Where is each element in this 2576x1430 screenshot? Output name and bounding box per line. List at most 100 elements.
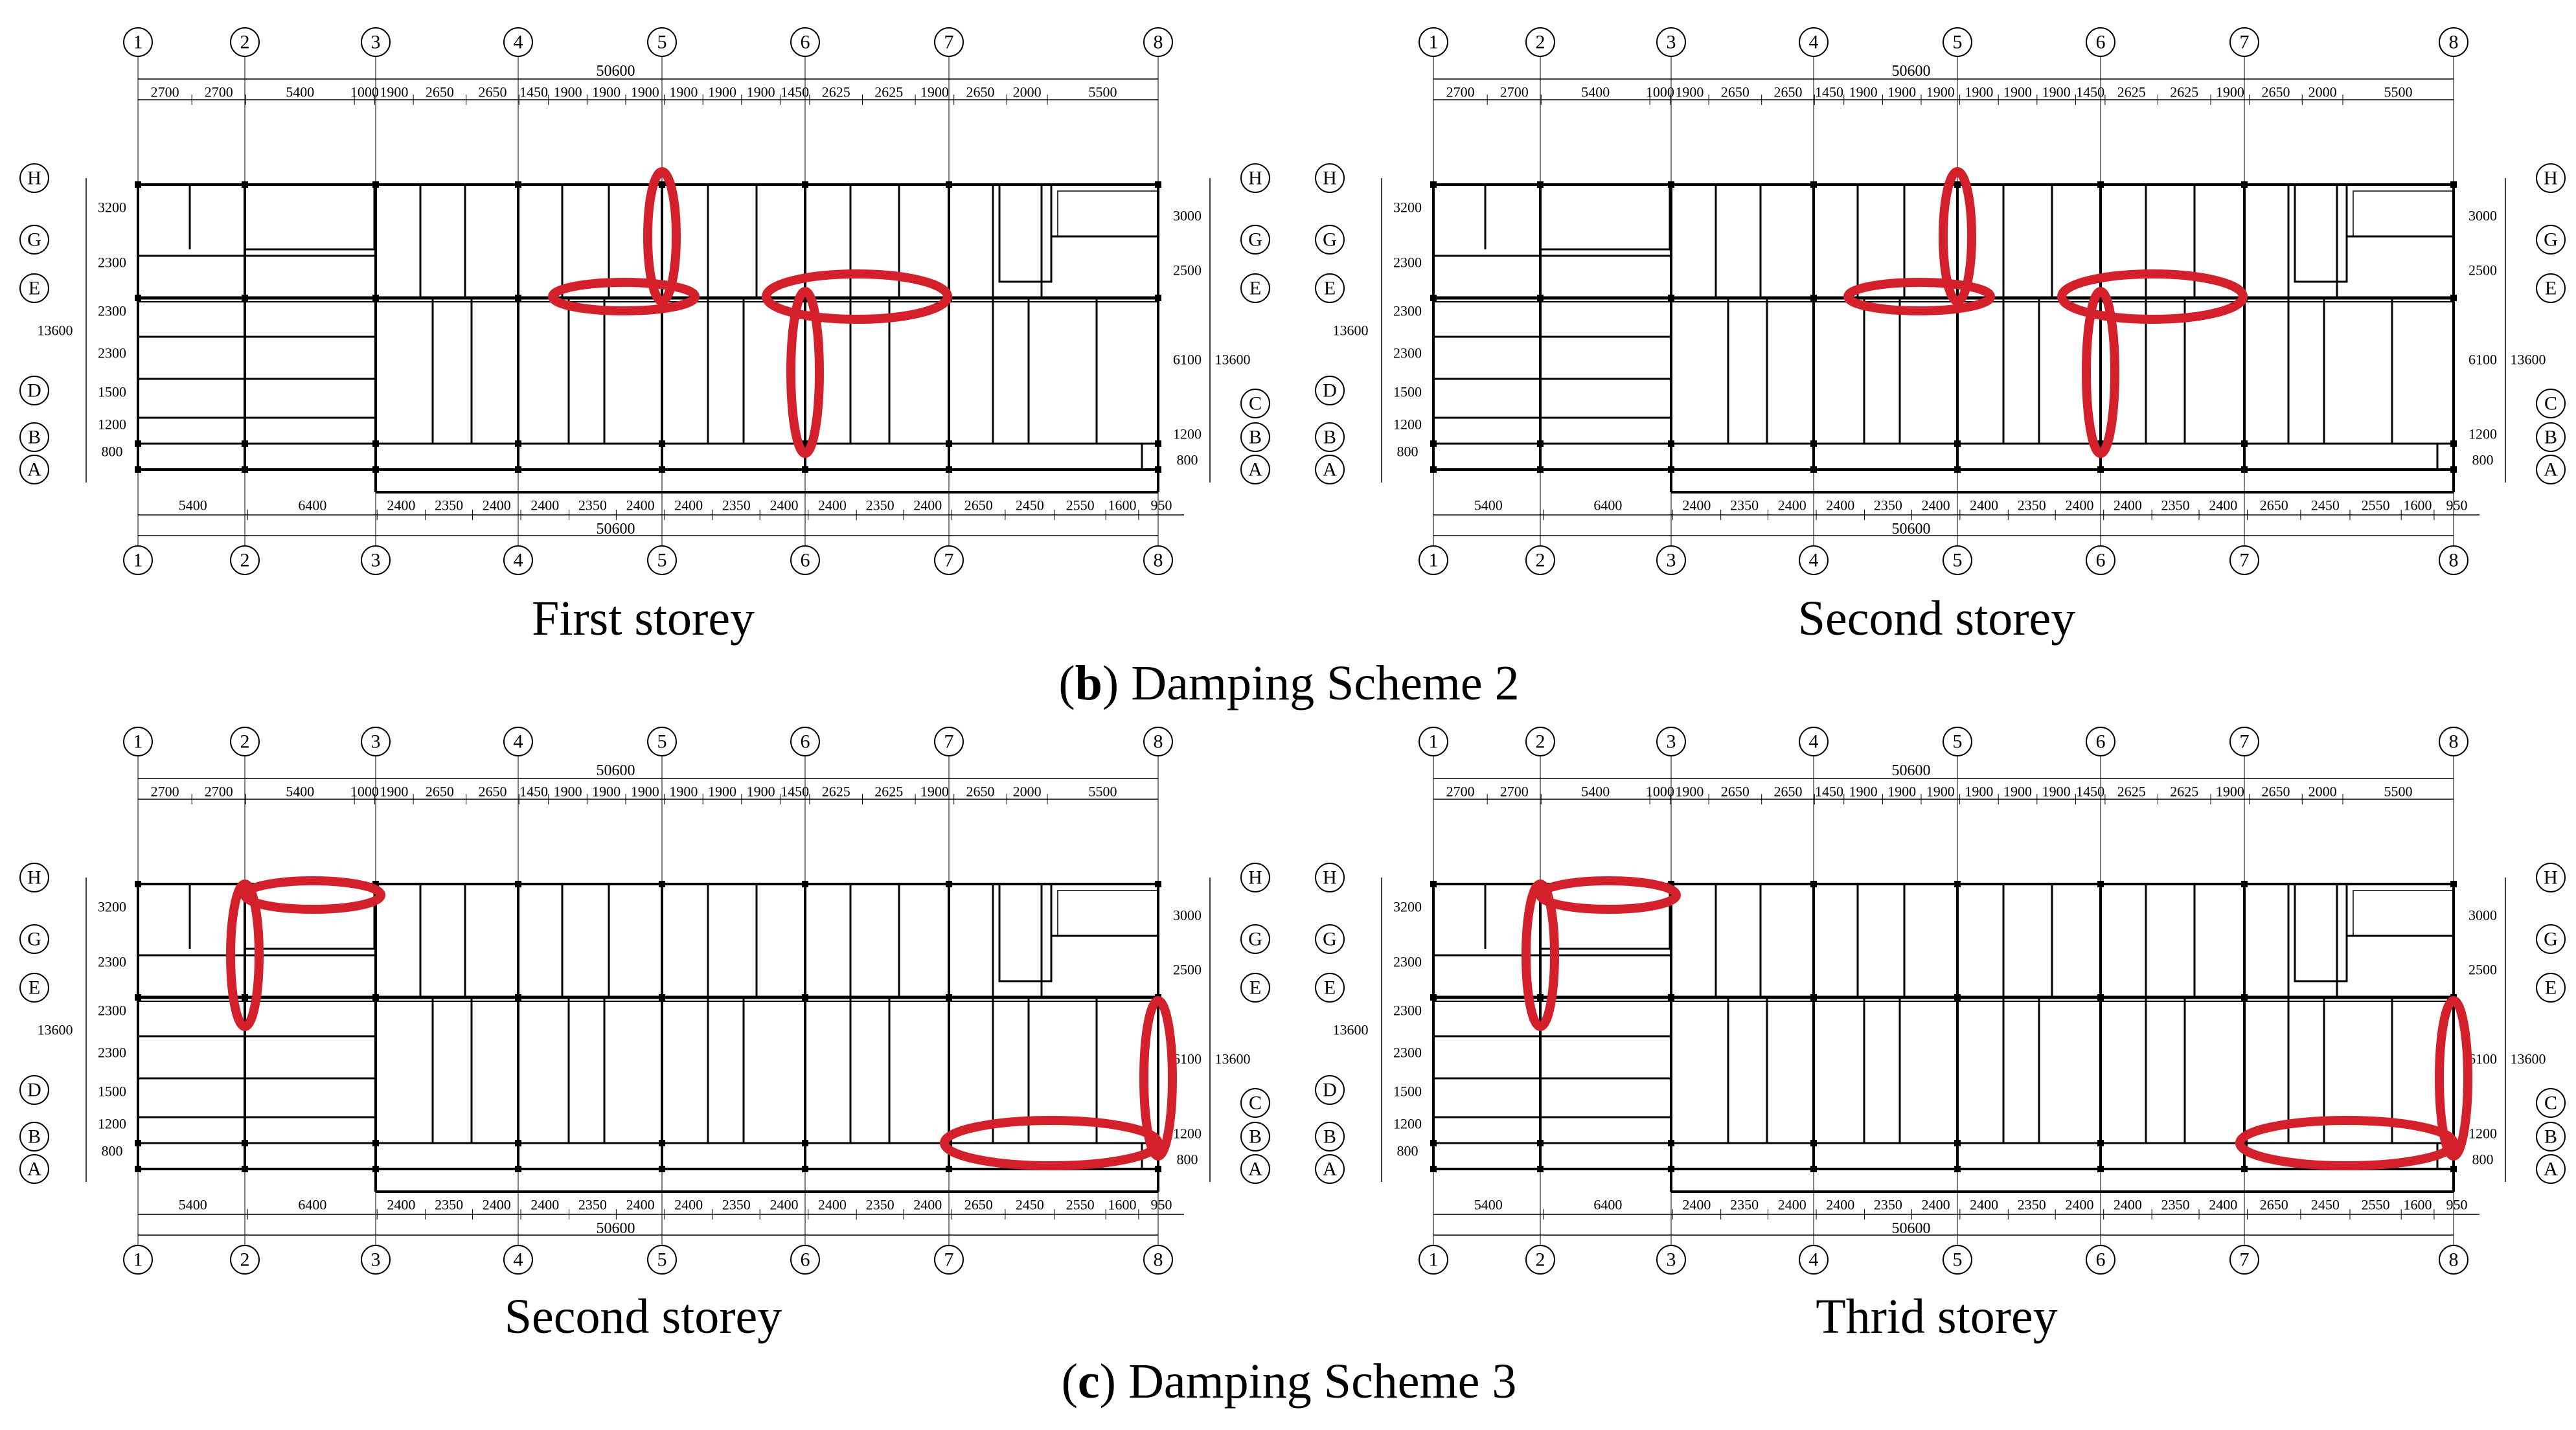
- row-label-left-E: E: [1324, 977, 1336, 999]
- scheme-3-label: ) Damping Scheme 3: [1099, 1354, 1517, 1409]
- axis-label-bottom-2: 2: [1536, 550, 1545, 571]
- room-stair-left: [1539, 183, 1671, 251]
- dim-top-8: 1450: [519, 784, 548, 800]
- column-node-8-3: [1155, 1166, 1161, 1172]
- row-label-left-B: B: [28, 427, 41, 448]
- row-bubble-right-E: [1240, 973, 1270, 1003]
- axis-label-bottom-5: 5: [1953, 550, 1963, 571]
- row-bubble-left-B: [19, 422, 49, 452]
- axis-label-bottom-8: 8: [2449, 550, 2459, 571]
- dim-left-7: 800: [102, 444, 123, 460]
- column-node-7-2: [2241, 440, 2248, 447]
- dim-bottom-11: 2400: [769, 1197, 798, 1213]
- column-node-5-1: [1954, 994, 1961, 1001]
- dim-total-bottom: 50600: [1892, 1220, 1931, 1237]
- column-node-6-3: [802, 466, 808, 473]
- dim-bottom-17: 2550: [1066, 497, 1095, 514]
- dim-top-6: 2650: [426, 84, 454, 100]
- dim-right-2: 2500: [2468, 262, 2497, 278]
- scheme-3-caption: (c) Damping Scheme 3: [1061, 1354, 1517, 1409]
- row-bubble-left-D: [19, 1075, 49, 1105]
- dim-top-17: 2625: [874, 784, 903, 800]
- row-label-right-B: B: [1249, 1126, 1262, 1148]
- dim-bottom-16: 2450: [1016, 497, 1044, 514]
- row-bubble-right-E: [2536, 273, 2566, 303]
- column-node-7-3: [946, 1166, 952, 1172]
- column-node-7-1: [946, 994, 952, 1001]
- row-label-right-H: H: [2544, 867, 2558, 889]
- row-label-left-B: B: [28, 1126, 41, 1148]
- stair-flight-right: [1057, 190, 1158, 236]
- row-bubble-left-A: [19, 455, 49, 484]
- dim-left-total: 13600: [1333, 323, 1369, 339]
- dim-top-3: 5400: [286, 784, 314, 800]
- dim-left-1: 3200: [1393, 899, 1422, 915]
- dim-bottom-16: 2450: [1016, 1197, 1044, 1213]
- column-node-3-2: [372, 440, 379, 447]
- axis-label-top-3: 3: [371, 32, 381, 53]
- dim-bottom-3: 2400: [387, 1197, 415, 1213]
- axis-label-bottom-3: 3: [1667, 550, 1676, 571]
- dim-top-4: 1000: [350, 784, 379, 800]
- dim-total-top: 50600: [1892, 63, 1931, 80]
- column-node-5-3: [1954, 1166, 1961, 1172]
- column-node-7-0: [946, 881, 952, 887]
- dim-bottom-16: 2450: [2311, 1197, 2340, 1213]
- small-shaft-right: [2436, 442, 2455, 471]
- dim-bottom-17: 2550: [2362, 497, 2390, 514]
- dim-left-total: 13600: [1333, 1022, 1369, 1038]
- column-node-3-1: [372, 295, 379, 301]
- axis-label-top-5: 5: [657, 731, 667, 753]
- column-node-4-0: [1810, 181, 1817, 188]
- dim-top-18: 1900: [920, 784, 949, 800]
- dim-bottom-18: 1600: [1108, 1197, 1137, 1213]
- axis-label-bottom-1: 1: [133, 550, 143, 571]
- row-bubble-right-G: [1240, 225, 1270, 255]
- row-bubble-left-D: [1315, 1075, 1345, 1105]
- row-bubble-right-B: [1240, 422, 1270, 452]
- dim-total-bottom: 50600: [597, 521, 635, 538]
- axis-label-bottom-2: 2: [240, 550, 250, 571]
- dim-left-7: 800: [1397, 1143, 1419, 1159]
- dim-bottom-14: 2400: [2209, 1197, 2237, 1213]
- dim-bottom-12: 2400: [818, 1197, 847, 1213]
- axis-label-bottom-2: 2: [240, 1249, 250, 1271]
- column-node-2-2: [1537, 440, 1544, 447]
- dim-bottom-8: 2400: [626, 1197, 655, 1213]
- dim-left-7: 800: [1397, 444, 1419, 460]
- dim-right-5: 800: [1177, 1152, 1198, 1168]
- room-stair-right: [2294, 183, 2348, 283]
- row-label-left-A: A: [1323, 459, 1337, 481]
- dim-bottom-11: 2400: [769, 497, 798, 514]
- dim-top-21: 5500: [2384, 84, 2413, 100]
- dim-left-total: 13600: [38, 1022, 73, 1038]
- column-node-1-1: [135, 994, 141, 1001]
- row-label-left-G: G: [27, 929, 41, 950]
- dim-top-21: 5500: [2384, 784, 2413, 800]
- dim-bottom-12: 2400: [818, 497, 847, 514]
- building-outline: [1432, 183, 2455, 471]
- plan-title-first-storey: First storey: [531, 591, 755, 646]
- row-label-right-B: B: [2544, 427, 2557, 448]
- axis-label-top-2: 2: [1536, 731, 1545, 753]
- dim-top-11: 1900: [631, 84, 659, 100]
- row-bubble-left-E: [1315, 273, 1345, 303]
- dim-right-total: 13600: [1215, 352, 1251, 368]
- dim-top-3: 5400: [286, 84, 314, 100]
- dim-bottom-14: 2400: [913, 1197, 942, 1213]
- dim-top-6: 2650: [1721, 784, 1750, 800]
- row-label-right-B: B: [1249, 427, 1262, 448]
- row-bubble-right-A: [2536, 1154, 2566, 1184]
- dim-total-top: 50600: [597, 63, 635, 80]
- dim-top-19: 2650: [966, 84, 994, 100]
- dim-top-4: 1000: [1646, 784, 1674, 800]
- dim-top-11: 1900: [1926, 784, 1955, 800]
- dim-right-1: 3000: [2468, 208, 2497, 224]
- dim-right-2: 2500: [1173, 962, 1202, 978]
- dim-top-14: 1900: [2042, 84, 2071, 100]
- dim-bottom-15: 2650: [964, 497, 993, 514]
- column-node-3-0: [1668, 881, 1674, 887]
- axis-label-top-2: 2: [240, 32, 250, 53]
- axis-label-top-5: 5: [1953, 32, 1963, 53]
- dim-bottom-6: 2400: [530, 497, 559, 514]
